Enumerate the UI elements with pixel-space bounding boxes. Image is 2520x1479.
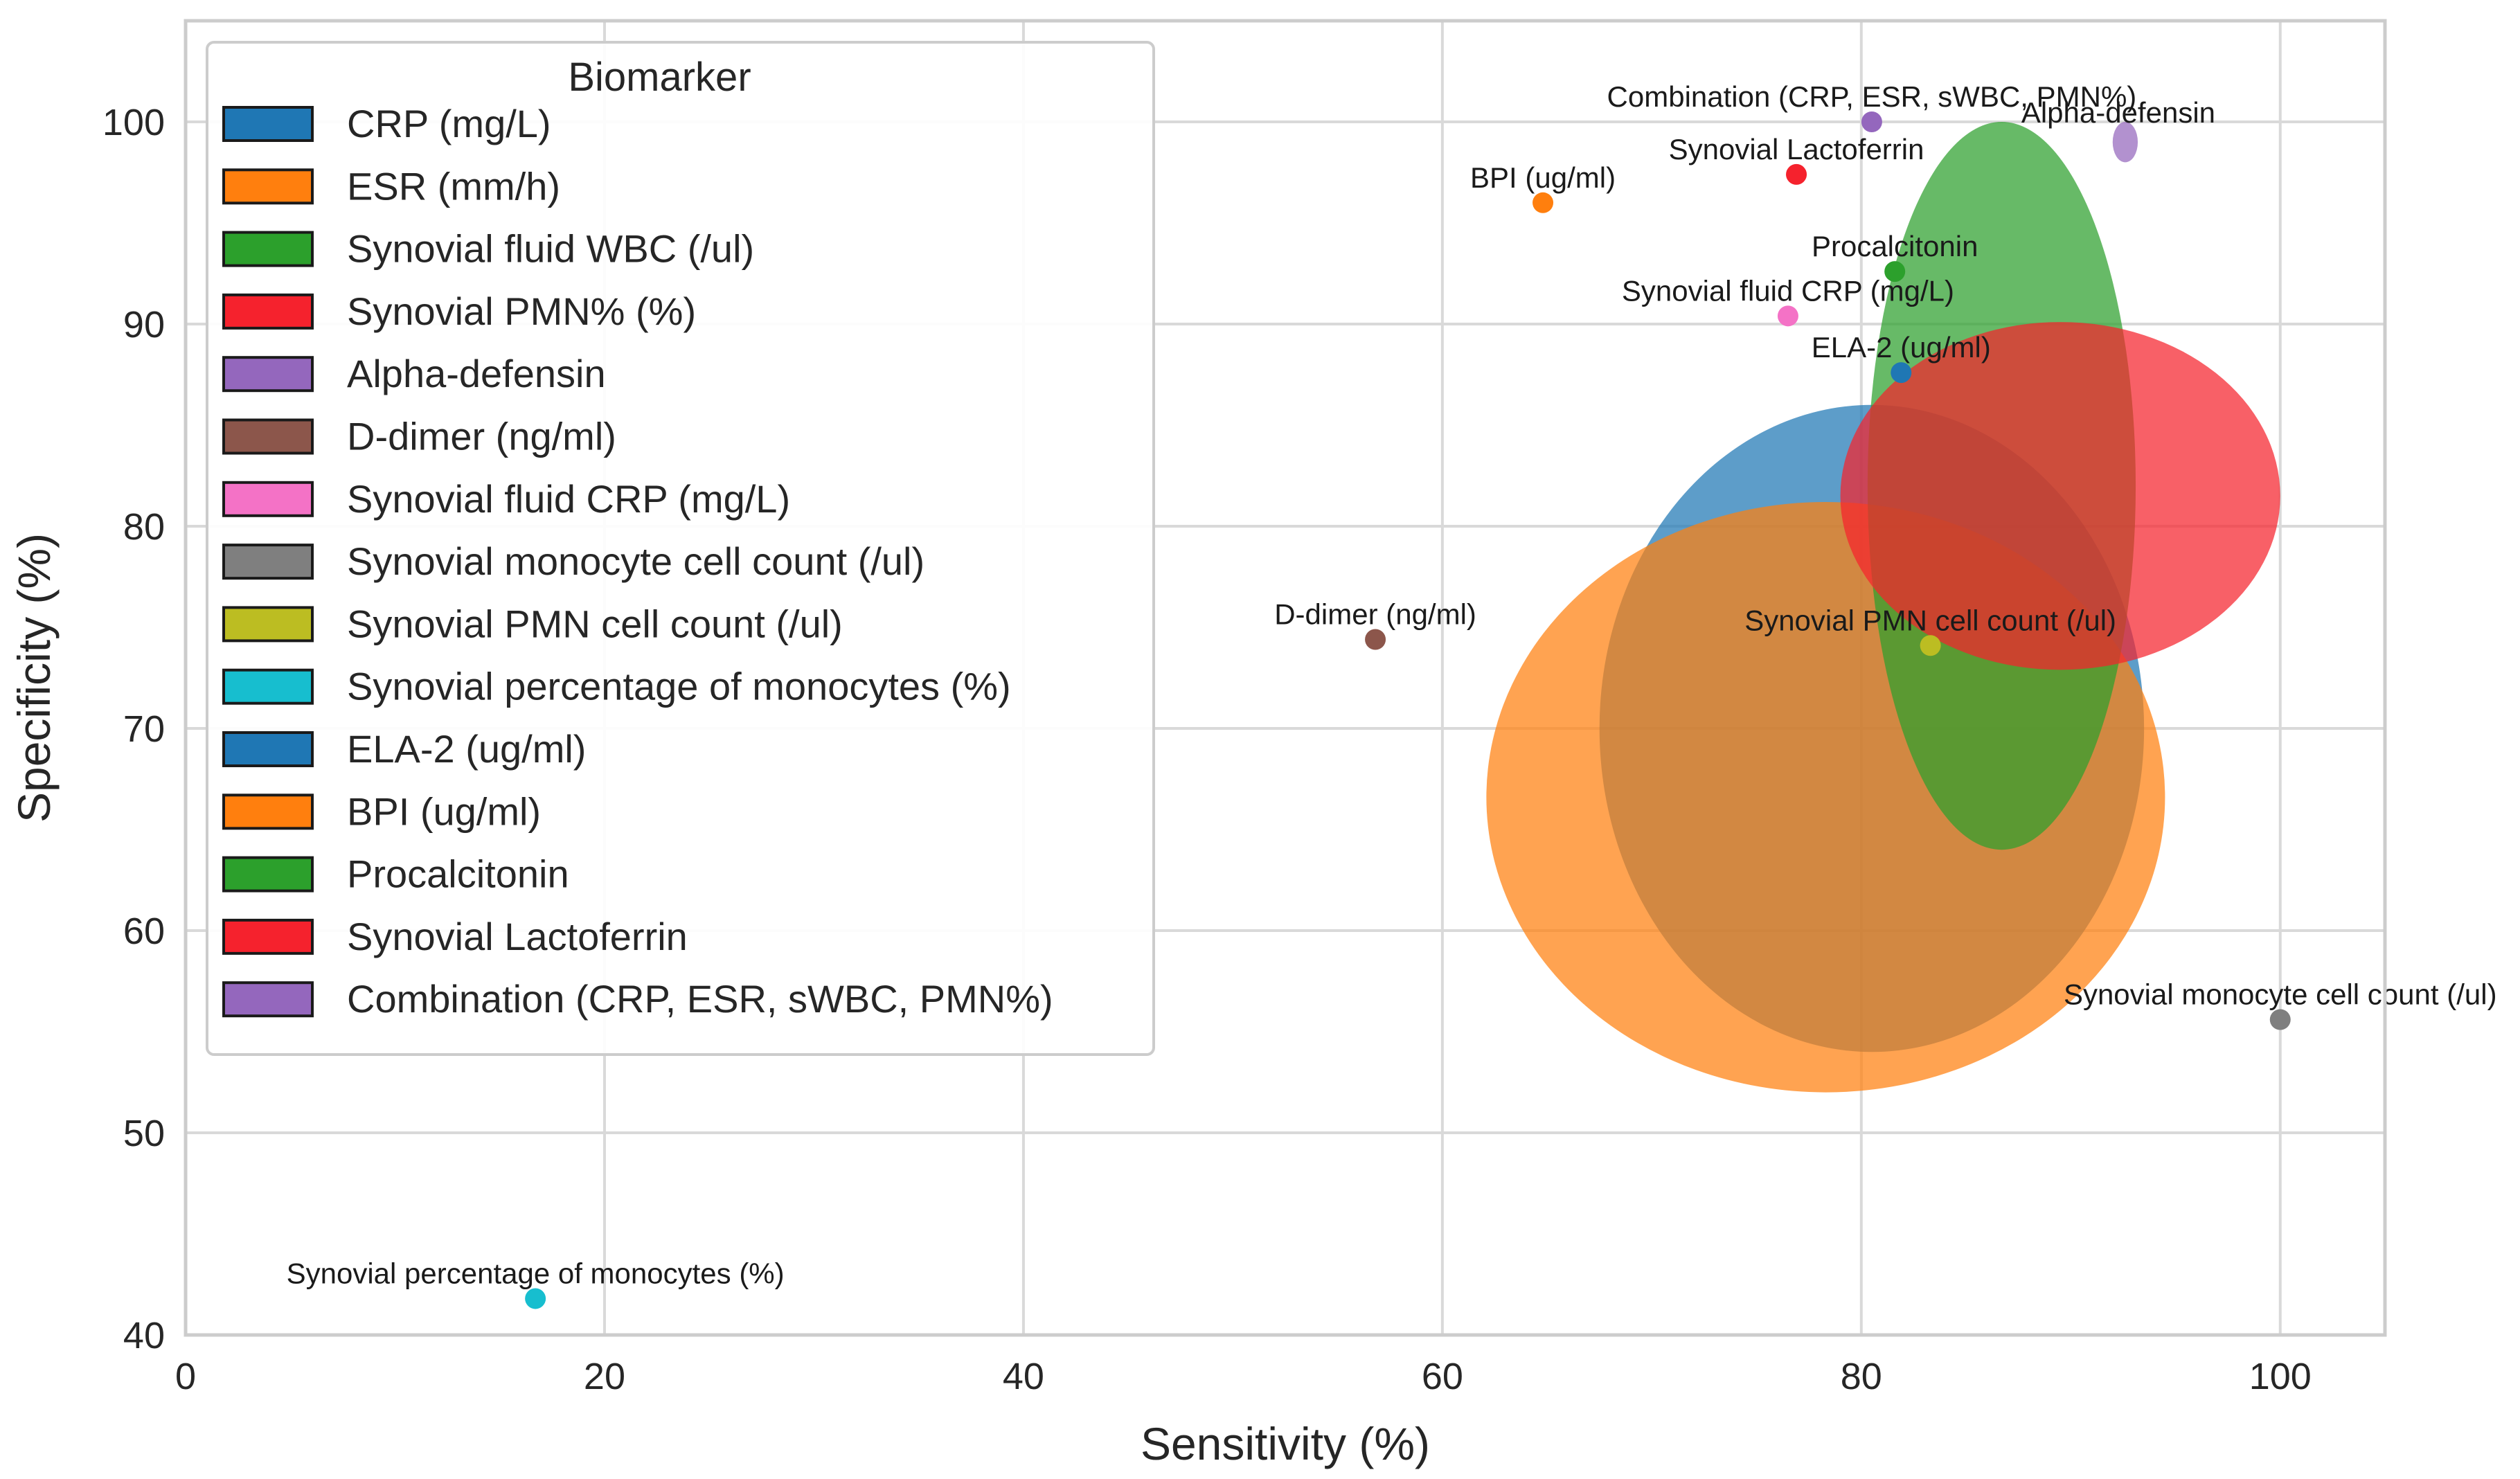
legend-swatch <box>222 981 314 1018</box>
legend-swatch <box>222 481 314 517</box>
data-point <box>1861 111 1882 132</box>
point-label: Synovial percentage of monocytes (%) <box>287 1257 785 1289</box>
data-point <box>2269 1009 2291 1030</box>
y-tick-label: 40 <box>123 1315 165 1356</box>
legend-swatch <box>222 293 314 330</box>
legend-swatch <box>222 794 314 830</box>
legend-entry: D-dimer (ng/ml) <box>347 415 616 458</box>
ci-ellipse <box>1840 322 2280 670</box>
legend-entry: Synovial fluid CRP (mg/L) <box>347 477 790 521</box>
point-label: Synovial Lactoferrin <box>1669 133 1924 165</box>
data-point <box>1777 305 1798 327</box>
confidence-ellipses <box>1486 122 2280 1093</box>
data-point <box>1532 192 1554 213</box>
legend-swatch <box>222 668 314 705</box>
legend-swatch <box>222 168 314 205</box>
y-tick-label: 70 <box>123 708 165 750</box>
legend-entry: Procalcitonin <box>347 852 569 896</box>
point-label: BPI (ug/ml) <box>1470 161 1616 194</box>
data-point <box>1786 163 1807 185</box>
y-tick-labels: 40 50 60 70 80 90 100 <box>102 102 165 1356</box>
legend-swatch <box>222 731 314 767</box>
data-point <box>525 1288 546 1309</box>
legend-entry: Synovial monocyte cell count (/ul) <box>347 539 924 583</box>
point-label: Combination (CRP, ESR, sWBC, PMN%) <box>1607 80 2137 113</box>
ci-ellipse <box>2112 122 2138 163</box>
legend-swatch <box>222 606 314 643</box>
point-label: Alpha-defensin <box>2021 96 2215 129</box>
legend-entry: CRP (mg/L) <box>347 102 551 145</box>
legend-entry: Synovial Lactoferrin <box>347 915 688 958</box>
legend-swatch <box>222 356 314 393</box>
legend-entry: BPI (ug/ml) <box>347 789 541 833</box>
x-tick-label: 0 <box>175 1356 196 1397</box>
y-tick-label: 80 <box>123 506 165 548</box>
legend-entry: Synovial PMN cell count (/ul) <box>347 602 843 645</box>
legend-swatch <box>222 231 314 267</box>
x-tick-label: 100 <box>2249 1356 2312 1397</box>
legend-entry: Synovial fluid WBC (/ul) <box>347 227 754 271</box>
legend-entry: Combination (CRP, ESR, sWBC, PMN%) <box>347 977 1053 1021</box>
plot-frame <box>184 19 2387 1337</box>
y-tick-label: 90 <box>123 304 165 346</box>
legend-swatch <box>222 544 314 580</box>
x-tick-label: 40 <box>1003 1356 1044 1397</box>
x-tick-label: 60 <box>1422 1356 1463 1397</box>
legend-entry: Alpha-defensin <box>347 352 606 395</box>
data-point <box>1884 261 1906 283</box>
data-point <box>1891 362 1912 384</box>
x-tick-label: 20 <box>584 1356 625 1397</box>
legend: Biomarker CRP (mg/L) ESR (mm/h) Synovial fl… <box>206 41 1155 1056</box>
x-axis-title: Sensitivity (%) <box>1141 1418 1430 1469</box>
point-label: D-dimer (ng/ml) <box>1274 598 1476 631</box>
legend-entry: ESR (mm/h) <box>347 164 560 208</box>
legend-swatch <box>222 918 314 955</box>
point-label: Synovial fluid CRP (mg/L) <box>1622 274 1954 307</box>
data-point <box>1365 629 1386 650</box>
point-label: Synovial monocyte cell count (/ul) <box>2064 978 2497 1010</box>
legend-entry: Synovial percentage of monocytes (%) <box>347 665 1011 708</box>
point-label: Procalcitonin <box>1812 230 1978 262</box>
y-tick-label: 100 <box>102 102 165 143</box>
y-tick-label: 50 <box>123 1113 165 1154</box>
x-tick-labels: 0 20 40 60 80 100 <box>175 1356 2312 1397</box>
y-tick-label: 60 <box>123 911 165 952</box>
legend-entry: Synovial PMN% (%) <box>347 289 696 333</box>
point-label: ELA-2 (ug/ml) <box>1812 331 1991 364</box>
y-axis-title: Specificity (%) <box>8 533 60 823</box>
data-points <box>525 111 2291 1309</box>
legend-swatch <box>222 856 314 893</box>
legend-box <box>206 41 1155 1056</box>
data-point <box>1920 635 1941 656</box>
point-labels: Combination (CRP, ESR, sWBC, PMN%)Alpha-… <box>287 80 2497 1289</box>
legend-swatch <box>222 106 314 142</box>
point-label: Synovial PMN cell count (/ul) <box>1744 604 2116 636</box>
legend-swatch <box>222 418 314 455</box>
x-tick-label: 80 <box>1841 1356 1882 1397</box>
legend-title: Biomarker <box>568 55 751 100</box>
legend-entry: ELA-2 (ug/ml) <box>347 727 586 771</box>
